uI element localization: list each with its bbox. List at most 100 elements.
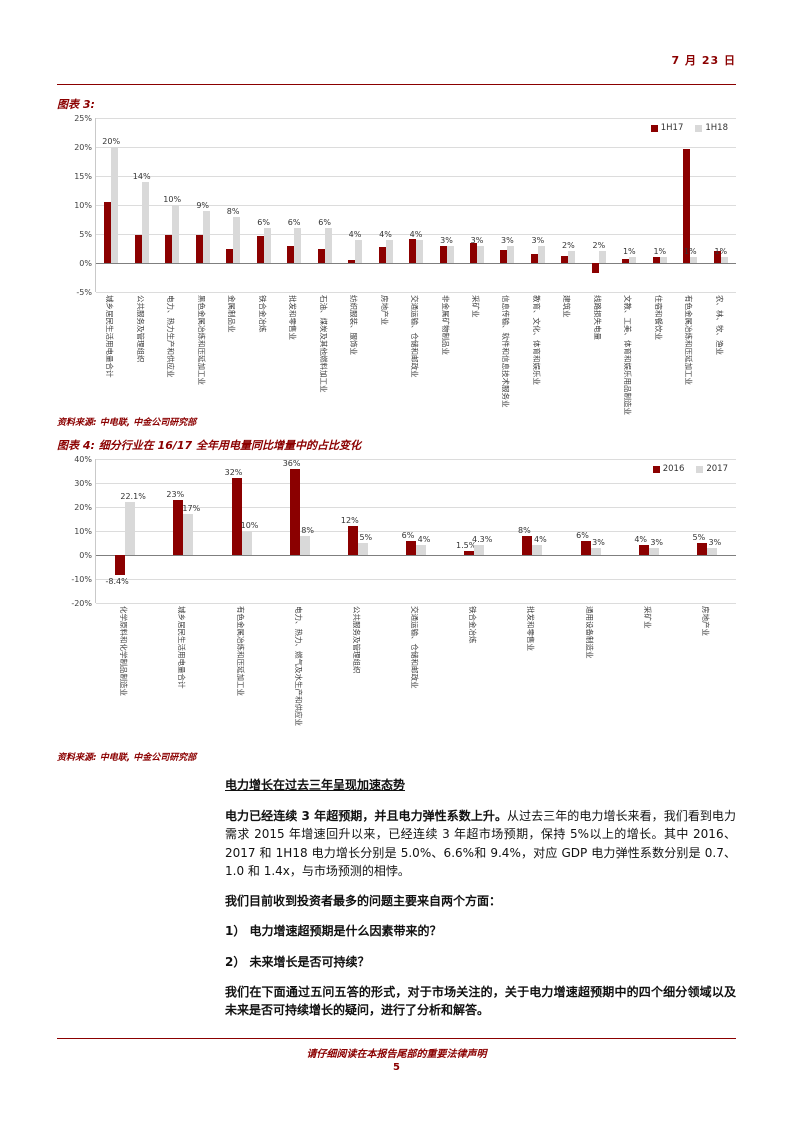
data-label: 3% <box>470 235 484 245</box>
x-axis-category-label: 城乡居民生活用电量合计 <box>177 606 187 689</box>
bar-1H17 <box>256 235 264 263</box>
data-label: 23% <box>166 489 185 499</box>
bar-1H18 <box>233 216 241 263</box>
x-axis-category-label: 铁合金冶炼 <box>468 606 478 644</box>
data-label: 2% <box>592 241 606 251</box>
y-axis-tick-label: 10% <box>74 527 92 536</box>
bar-2016 <box>173 499 184 555</box>
data-label: 3% <box>440 235 453 245</box>
chart-legend: 2016 2017 <box>652 464 728 474</box>
bar-1H17 <box>500 250 508 263</box>
x-axis-category-label: 信息传输、软件和信息技术服务业 <box>501 295 511 408</box>
bar-2016 <box>289 468 300 555</box>
question-2: 2） 未来增长是否可持续？ <box>225 954 370 969</box>
bar-1H17 <box>226 248 234 263</box>
data-label: 14% <box>132 171 151 181</box>
x-axis-category-label: 石油、煤炭及其他燃料加工业 <box>318 295 328 393</box>
data-label: 6% <box>287 218 301 228</box>
bar-1H17 <box>165 235 173 263</box>
bar-1H17 <box>409 238 416 263</box>
bar-2017 <box>357 543 368 555</box>
x-axis-category-label: 黑色金属冶炼和压延加工业 <box>196 295 206 385</box>
bar-1H17 <box>713 251 721 263</box>
bar-2016 <box>406 540 416 555</box>
data-label: 36% <box>282 458 301 468</box>
bar-2017 <box>125 502 136 555</box>
bar-1H17 <box>439 245 447 263</box>
bar-1H17 <box>348 260 355 263</box>
y-axis-tick-label: 20% <box>74 143 92 152</box>
bar-2017 <box>474 544 485 555</box>
bar-1H17 <box>195 235 203 263</box>
legend-item: 2017 <box>696 464 728 474</box>
x-axis-category-label: 采矿业 <box>471 295 480 318</box>
data-label: 20% <box>102 137 121 146</box>
y-axis-tick-label: 40% <box>74 455 92 464</box>
data-label: 1% <box>683 247 697 257</box>
x-axis-category-label: 公共服务及管理组织 <box>351 606 361 674</box>
x-axis-category-label: 农、林、牧、渔业 <box>714 295 724 355</box>
x-axis-category-label: 交通运输、仓储和邮政业 <box>410 295 419 378</box>
bar-1H18 <box>355 239 362 263</box>
bar-1H18 <box>324 228 332 263</box>
bar-1H17 <box>683 149 691 263</box>
x-axis-category-label: 采矿业 <box>642 606 652 629</box>
gridline <box>96 263 736 264</box>
data-label: 3% <box>708 537 722 547</box>
bar-2017 <box>299 535 310 555</box>
data-label: 3% <box>592 537 605 547</box>
data-label: 4% <box>348 229 362 239</box>
data-label: 1% <box>653 247 667 257</box>
bar-1H18 <box>446 245 454 263</box>
figure-4-title: 图表 4: 细分行业在 16/17 全年用电量同比增量中的占比变化 <box>57 439 362 452</box>
bar-2016 <box>464 551 475 555</box>
data-label: 10% <box>240 521 259 530</box>
x-axis-category-label: 电力、热力生产和供应业 <box>166 295 176 378</box>
gridline <box>96 555 736 556</box>
x-axis-category-label: 交通运输、仓储和邮政业 <box>410 606 419 689</box>
bar-2017 <box>183 514 194 555</box>
data-label: 4% <box>417 535 431 545</box>
data-label: 8% <box>301 525 314 535</box>
legend-item: 1H18 <box>695 123 728 133</box>
y-axis-tick-label: -20% <box>71 599 92 608</box>
legend-item: 1H17 <box>650 123 683 133</box>
header-rule <box>57 84 736 85</box>
gridline <box>96 234 736 235</box>
bar-2017 <box>241 531 252 555</box>
y-axis-tick-label: -5% <box>76 288 92 297</box>
x-axis-category-label: 教育、文化、体育和娱乐业 <box>531 295 541 385</box>
x-axis-category-label: 批发和零售业 <box>526 606 536 651</box>
bar-1H17 <box>134 235 142 263</box>
data-label: 1.5% <box>456 541 477 551</box>
bar-1H17 <box>104 202 112 263</box>
gridline <box>96 531 736 532</box>
x-axis-category-label: 城乡居民生活用电量合计 <box>105 295 115 378</box>
x-axis-category-label: 房地产业 <box>700 606 710 636</box>
bar-1H18 <box>202 210 210 263</box>
gridline <box>96 118 736 119</box>
y-axis-tick-label: 15% <box>74 172 92 181</box>
data-label: 1% <box>622 247 636 257</box>
chart-legend: 1H17 1H18 <box>650 123 728 133</box>
gridline <box>96 483 736 484</box>
bar-1H17 <box>287 245 295 263</box>
bar-1H18 <box>598 251 606 263</box>
bar-1H18 <box>416 239 423 263</box>
data-label: 3% <box>650 537 664 547</box>
x-axis-category-label: 非金属矿物制品业 <box>440 295 450 355</box>
bar-1H17 <box>378 246 386 263</box>
bar-1H17 <box>530 254 538 263</box>
data-label: 6% <box>576 530 589 540</box>
bar-1H18 <box>294 228 302 263</box>
gridline <box>96 205 736 206</box>
y-axis-tick-label: 25% <box>74 114 92 123</box>
gridline <box>96 292 736 293</box>
data-label: 10% <box>163 195 182 204</box>
bar-1H18 <box>172 205 180 263</box>
bar-1H18 <box>477 245 484 263</box>
gridline <box>96 176 736 177</box>
bar-1H18 <box>537 245 545 263</box>
bar-1H17 <box>561 256 569 263</box>
legend-swatch <box>650 124 658 132</box>
